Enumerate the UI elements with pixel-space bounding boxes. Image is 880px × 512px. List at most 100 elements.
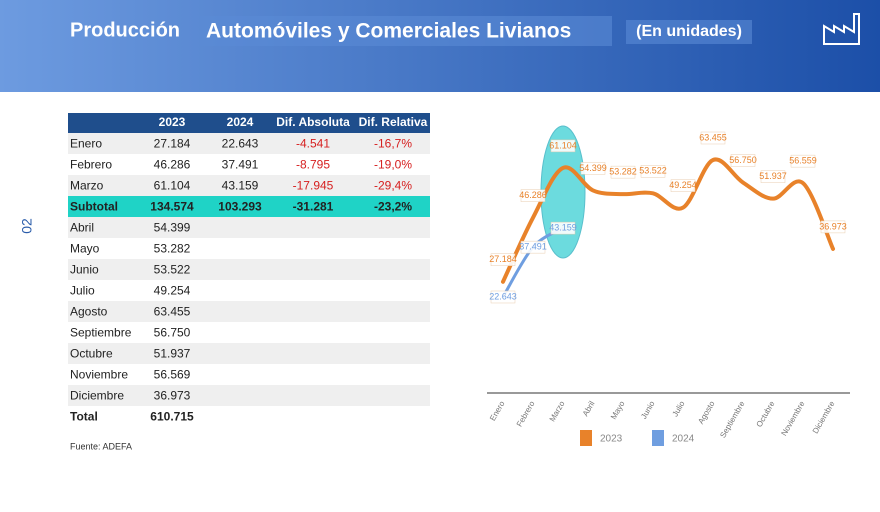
table-cell: -31.281 <box>293 200 334 214</box>
table-cell: 56.750 <box>154 326 191 340</box>
table-cell: 53.282 <box>154 242 191 256</box>
table-cell: 51.937 <box>154 347 191 361</box>
title-unit: (En unidades) <box>636 23 742 40</box>
table-cell: 56.569 <box>154 368 191 382</box>
table-cell: 36.973 <box>154 389 191 403</box>
table-row <box>68 322 430 343</box>
label-box <box>490 253 516 267</box>
data-label: 56.559 <box>789 156 817 166</box>
row-label: Octubre <box>70 347 113 361</box>
row-label: Mayo <box>70 242 100 256</box>
table-row <box>68 385 430 406</box>
table-cell: -17.945 <box>293 179 334 193</box>
label-box <box>520 189 546 202</box>
column-header: Dif. Absoluta <box>276 115 350 129</box>
source: Fuente: ADEFA <box>70 441 132 451</box>
table-cell: 37.491 <box>222 158 259 172</box>
table-row <box>68 175 430 196</box>
table-cell: 103.293 <box>218 200 262 214</box>
data-label: 54.399 <box>579 163 607 173</box>
legend-swatch <box>652 430 664 446</box>
table-row <box>68 259 430 280</box>
table-row <box>68 301 430 322</box>
table-cell: -29,4% <box>374 179 412 193</box>
column-header: 2023 <box>159 115 186 129</box>
table-row <box>68 133 430 154</box>
table-header <box>68 113 430 133</box>
row-label: Total <box>70 410 98 424</box>
table-row <box>68 154 430 175</box>
data-label: 56.750 <box>729 155 757 165</box>
table-cell: 22.643 <box>222 137 259 151</box>
table-cell: 61.104 <box>154 179 191 193</box>
label-box <box>730 154 756 167</box>
label-box <box>700 131 726 145</box>
data-label: 53.522 <box>639 166 667 176</box>
factory-icon <box>823 13 860 45</box>
table-row <box>68 406 430 427</box>
table-cell: 46.286 <box>154 158 191 172</box>
page-number: 02 <box>19 218 35 234</box>
table-cell: 49.254 <box>154 284 191 298</box>
data-label: 46.286 <box>519 190 547 200</box>
title-left: Producción <box>70 19 180 41</box>
row-label: Junio <box>70 263 99 277</box>
row-label: Septiembre <box>70 326 132 340</box>
legend-swatch <box>580 430 592 446</box>
data-label: 51.937 <box>759 171 787 181</box>
series-line <box>501 157 835 284</box>
table-cell: 43.159 <box>222 179 259 193</box>
table-cell: -19,0% <box>374 158 412 172</box>
data-label: 37.491 <box>519 242 547 252</box>
column-header: Dif. Relativa <box>359 115 428 129</box>
table-cell: -8.795 <box>296 158 330 172</box>
row-label: Agosto <box>70 305 108 319</box>
table-cell: 63.455 <box>154 305 191 319</box>
row-label: Enero <box>70 137 102 151</box>
label-box <box>790 154 816 168</box>
title-main: Automóviles y Comerciales Livianos <box>206 20 571 43</box>
table-cell: 53.522 <box>154 263 191 277</box>
row-label: Abril <box>70 221 94 235</box>
label-box <box>760 170 786 183</box>
table-cell: 134.574 <box>150 200 194 214</box>
table-cell: 27.184 <box>154 137 191 151</box>
table-row <box>68 280 430 301</box>
table-row <box>68 343 430 364</box>
data-label: 22.643 <box>489 291 517 301</box>
data-label: 53.282 <box>609 167 637 177</box>
data-label: 43.159 <box>549 223 577 233</box>
unit-box <box>626 20 752 44</box>
table-cell: -16,7% <box>374 137 412 151</box>
data-label: 61.104 <box>549 140 577 150</box>
table-row <box>68 196 430 217</box>
label-box <box>640 165 666 178</box>
data-label: 63.455 <box>699 132 727 142</box>
label-box <box>490 290 516 304</box>
label-box <box>550 139 576 153</box>
row-label: Noviembre <box>70 368 128 382</box>
label-box <box>550 221 576 235</box>
data-label: 49.254 <box>669 180 697 190</box>
row-label: Diciembre <box>70 389 124 403</box>
table-cell: -4.541 <box>296 137 330 151</box>
label-box <box>520 240 546 254</box>
legend-label: 2023 <box>600 434 623 445</box>
legend-label: 2024 <box>672 434 695 445</box>
table-row <box>68 364 430 385</box>
row-label: Marzo <box>70 179 104 193</box>
label-box <box>610 165 636 179</box>
table-cell: 54.399 <box>154 221 191 235</box>
row-label: Julio <box>70 284 95 298</box>
label-box <box>820 220 846 234</box>
row-label: Subtotal <box>70 200 118 214</box>
data-label: 36.973 <box>819 221 847 231</box>
title-box <box>200 16 612 46</box>
table-cell: -23,2% <box>374 200 412 214</box>
table-cell: 610.715 <box>150 410 194 424</box>
label-box <box>580 162 606 175</box>
table-row <box>68 217 430 238</box>
label-box <box>670 179 696 192</box>
column-header: 2024 <box>227 115 254 129</box>
